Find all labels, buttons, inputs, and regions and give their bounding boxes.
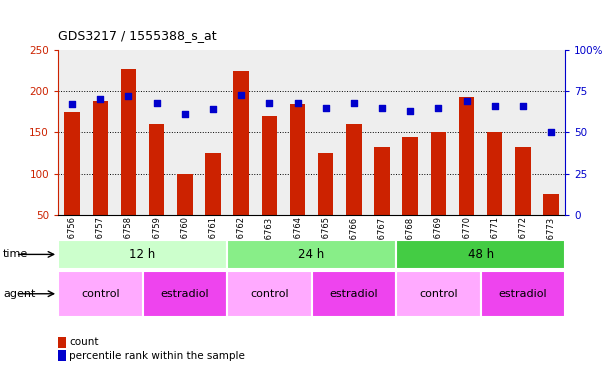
Bar	[233, 71, 249, 215]
Bar	[481, 271, 565, 317]
Bar	[375, 147, 390, 215]
Point	[293, 100, 302, 106]
Bar	[149, 124, 164, 215]
Bar	[142, 271, 227, 317]
Point	[377, 105, 387, 111]
Bar	[58, 240, 227, 269]
Point	[546, 129, 556, 136]
Point	[518, 103, 528, 109]
Bar	[403, 137, 418, 215]
Text: control: control	[250, 289, 288, 299]
Bar	[543, 194, 559, 215]
Text: GDS3217 / 1555388_s_at: GDS3217 / 1555388_s_at	[58, 29, 217, 42]
Bar	[312, 271, 396, 317]
Point	[236, 91, 246, 98]
Bar	[92, 101, 108, 215]
Text: estradiol: estradiol	[161, 289, 209, 299]
Bar	[459, 97, 474, 215]
Bar	[487, 132, 502, 215]
Point	[405, 108, 415, 114]
Bar	[318, 153, 334, 215]
Point	[490, 103, 500, 109]
Bar	[396, 271, 481, 317]
Bar	[64, 112, 80, 215]
Point	[123, 93, 133, 99]
Text: 48 h: 48 h	[467, 248, 494, 261]
Point	[67, 101, 77, 108]
Point	[95, 96, 105, 103]
Bar	[227, 271, 312, 317]
Bar	[396, 240, 565, 269]
Point	[462, 98, 472, 104]
Bar	[346, 124, 362, 215]
Text: count: count	[69, 337, 98, 347]
Bar	[121, 69, 136, 215]
Bar	[227, 240, 396, 269]
Point	[265, 100, 274, 106]
Text: estradiol: estradiol	[329, 289, 378, 299]
Text: control: control	[419, 289, 458, 299]
Text: 12 h: 12 h	[130, 248, 156, 261]
Bar	[515, 147, 531, 215]
Text: percentile rank within the sample: percentile rank within the sample	[69, 351, 245, 361]
Text: 24 h: 24 h	[299, 248, 324, 261]
Bar	[177, 174, 192, 215]
Bar	[262, 116, 277, 215]
Point	[208, 106, 218, 113]
Text: estradiol: estradiol	[499, 289, 547, 299]
Bar	[58, 271, 142, 317]
Point	[152, 100, 161, 106]
Point	[434, 105, 444, 111]
Bar	[290, 104, 306, 215]
Bar	[205, 153, 221, 215]
Text: time: time	[3, 249, 28, 260]
Text: control: control	[81, 289, 120, 299]
Point	[180, 111, 189, 118]
Bar	[431, 132, 446, 215]
Text: agent: agent	[3, 289, 35, 299]
Point	[349, 100, 359, 106]
Point	[321, 105, 331, 111]
